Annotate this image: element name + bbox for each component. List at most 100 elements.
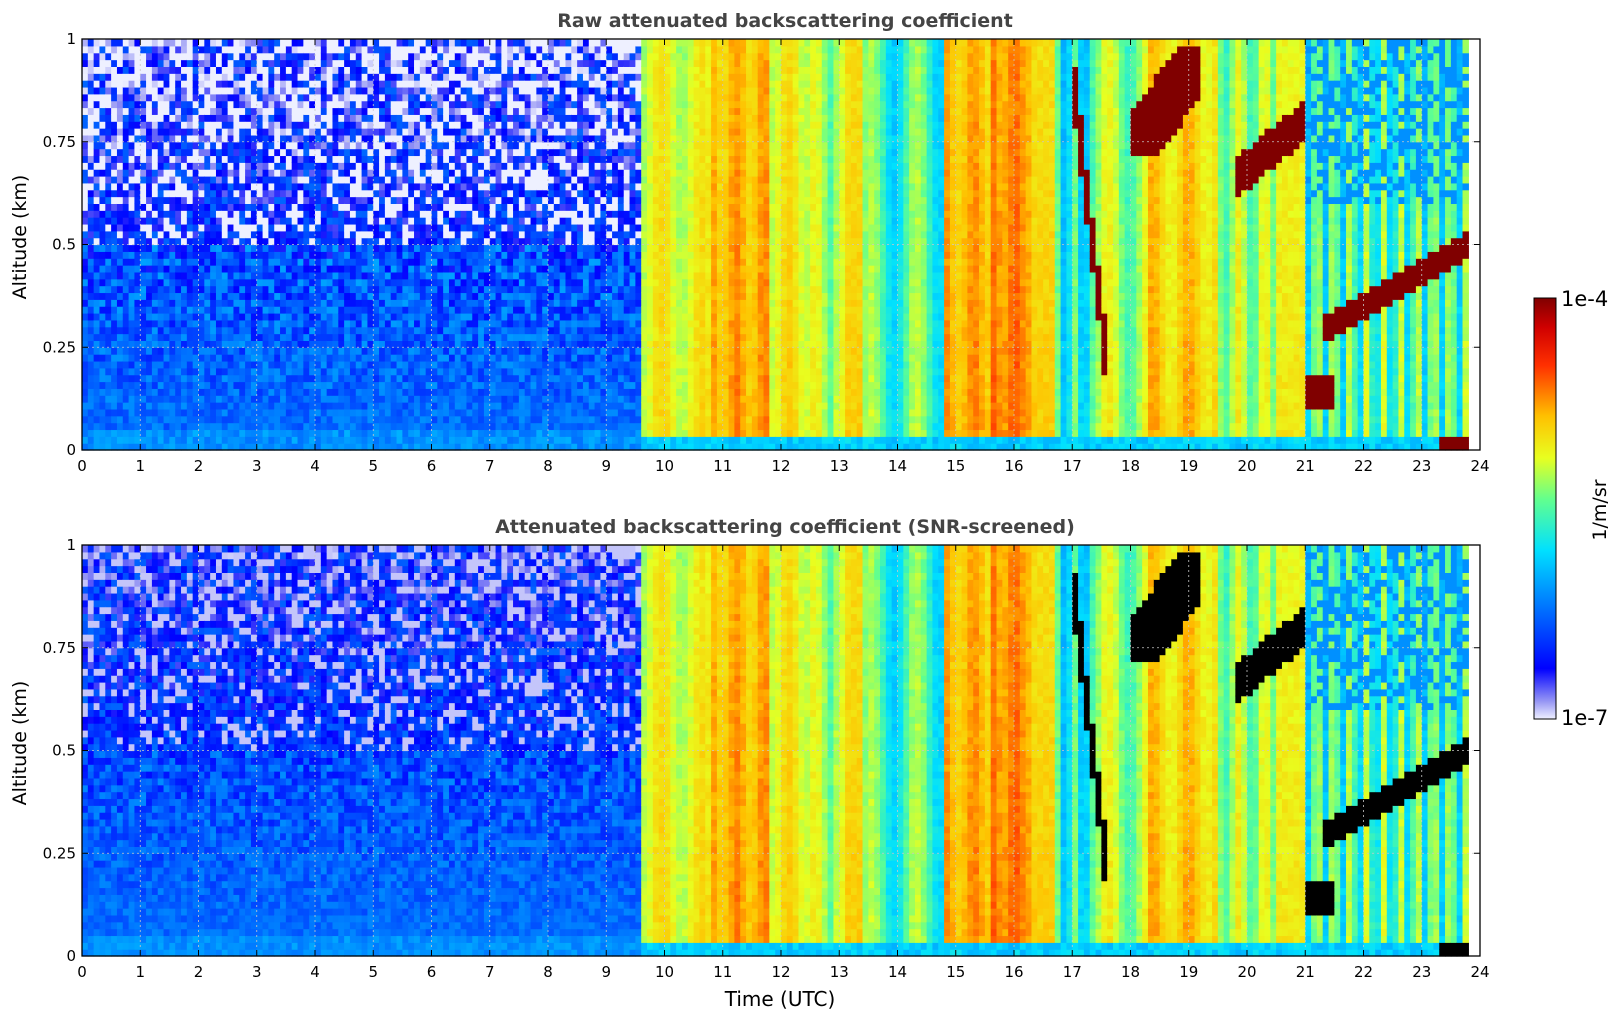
- heatmap-cell: [298, 292, 304, 299]
- heatmap-cell: [472, 340, 478, 347]
- heatmap-cell: [99, 197, 105, 204]
- heatmap-cell: [414, 313, 420, 320]
- heatmap-cell: [513, 197, 519, 204]
- heatmap-cell: [88, 66, 94, 73]
- heatmap-cell: [513, 121, 519, 128]
- heatmap-cell: [292, 354, 298, 361]
- heatmap-cell: [443, 402, 449, 409]
- heatmap-cell: [117, 128, 123, 135]
- heatmap-cell: [152, 39, 158, 46]
- heatmap-cell: [472, 87, 478, 94]
- heatmap-cell: [461, 347, 467, 354]
- heatmap-cell: [350, 409, 356, 416]
- heatmap-cell: [152, 73, 158, 80]
- heatmap-cell: [268, 121, 274, 128]
- heatmap-cell: [420, 128, 426, 135]
- heatmap-cell: [123, 224, 129, 231]
- heatmap-cell: [455, 142, 461, 149]
- heatmap-cell: [99, 245, 105, 252]
- heatmap-cell: [309, 238, 315, 245]
- heatmap-cell: [362, 334, 368, 341]
- heatmap-cell: [117, 354, 123, 361]
- heatmap-cell: [303, 395, 309, 402]
- heatmap-cell: [280, 135, 286, 142]
- heatmap-cell: [478, 114, 484, 121]
- heatmap-cell: [164, 94, 170, 101]
- heatmap-cell: [385, 238, 391, 245]
- heatmap-cell: [461, 66, 467, 73]
- heatmap-cell: [152, 286, 158, 293]
- heatmap-cell: [280, 73, 286, 80]
- heatmap-cell: [298, 258, 304, 265]
- heatmap-cell: [373, 149, 379, 156]
- heatmap-cell: [385, 73, 391, 80]
- heatmap-cell: [519, 183, 525, 190]
- heatmap-cell: [105, 347, 111, 354]
- heatmap-cell: [449, 87, 455, 94]
- heatmap-cell: [420, 361, 426, 368]
- heatmap-cell: [117, 320, 123, 327]
- heatmap-cell: [94, 245, 100, 252]
- heatmap-cell: [531, 169, 537, 176]
- heatmap-cell: [181, 238, 187, 245]
- heatmap-cell: [344, 292, 350, 299]
- heatmap-cell: [274, 340, 280, 347]
- heatmap-cell: [379, 327, 385, 334]
- heatmap-cell: [554, 272, 560, 279]
- heatmap-cell: [420, 60, 426, 67]
- heatmap-cell: [129, 361, 135, 368]
- heatmap-cell: [257, 245, 263, 252]
- heatmap-cell: [478, 286, 484, 293]
- heatmap-cell: [490, 155, 496, 162]
- heatmap-cell: [513, 292, 519, 299]
- heatmap-cell: [432, 251, 438, 258]
- heatmap-cell: [478, 375, 484, 382]
- heatmap-cell: [239, 334, 245, 341]
- heatmap-cell: [169, 149, 175, 156]
- heatmap-cell: [298, 80, 304, 87]
- heatmap-cell: [449, 135, 455, 142]
- heatmap-cell: [402, 73, 408, 80]
- heatmap-cell: [525, 176, 531, 183]
- heatmap-cell: [531, 402, 537, 409]
- heatmap-cell: [82, 306, 88, 313]
- heatmap-cell: [268, 395, 274, 402]
- heatmap-cell: [490, 306, 496, 313]
- heatmap-cell: [344, 231, 350, 238]
- heatmap-cell: [111, 320, 117, 327]
- heatmap-cell: [123, 395, 129, 402]
- heatmap-cell: [332, 272, 338, 279]
- heatmap-cell: [437, 73, 443, 80]
- heatmap-cell: [105, 46, 111, 53]
- heatmap-cell: [449, 217, 455, 224]
- heatmap-cell: [146, 320, 152, 327]
- heatmap-cell: [402, 423, 408, 430]
- heatmap-cell: [233, 313, 239, 320]
- heatmap-cell: [245, 429, 251, 436]
- heatmap-cell: [216, 53, 222, 60]
- heatmap-cell: [263, 238, 269, 245]
- heatmap-cell: [338, 279, 344, 286]
- heatmap-cell: [496, 176, 502, 183]
- heatmap-cell: [356, 354, 362, 361]
- heatmap-cell: [466, 210, 472, 217]
- heatmap-cell: [164, 361, 170, 368]
- heatmap-cell: [292, 210, 298, 217]
- heatmap-cell: [513, 128, 519, 135]
- heatmap-cell: [455, 286, 461, 293]
- heatmap-cell: [397, 299, 403, 306]
- heatmap-cell: [385, 368, 391, 375]
- heatmap-cell: [519, 217, 525, 224]
- heatmap-cell: [280, 265, 286, 272]
- heatmap-cell: [525, 101, 531, 108]
- heatmap-cell: [344, 190, 350, 197]
- heatmap-cell: [129, 121, 135, 128]
- heatmap-cell: [501, 286, 507, 293]
- heatmap-cell: [443, 217, 449, 224]
- heatmap-cell: [99, 108, 105, 115]
- heatmap-cell: [420, 245, 426, 252]
- heatmap-cell: [356, 135, 362, 142]
- heatmap-cell: [484, 423, 490, 430]
- heatmap-cell: [531, 87, 537, 94]
- heatmap-cell: [531, 108, 537, 115]
